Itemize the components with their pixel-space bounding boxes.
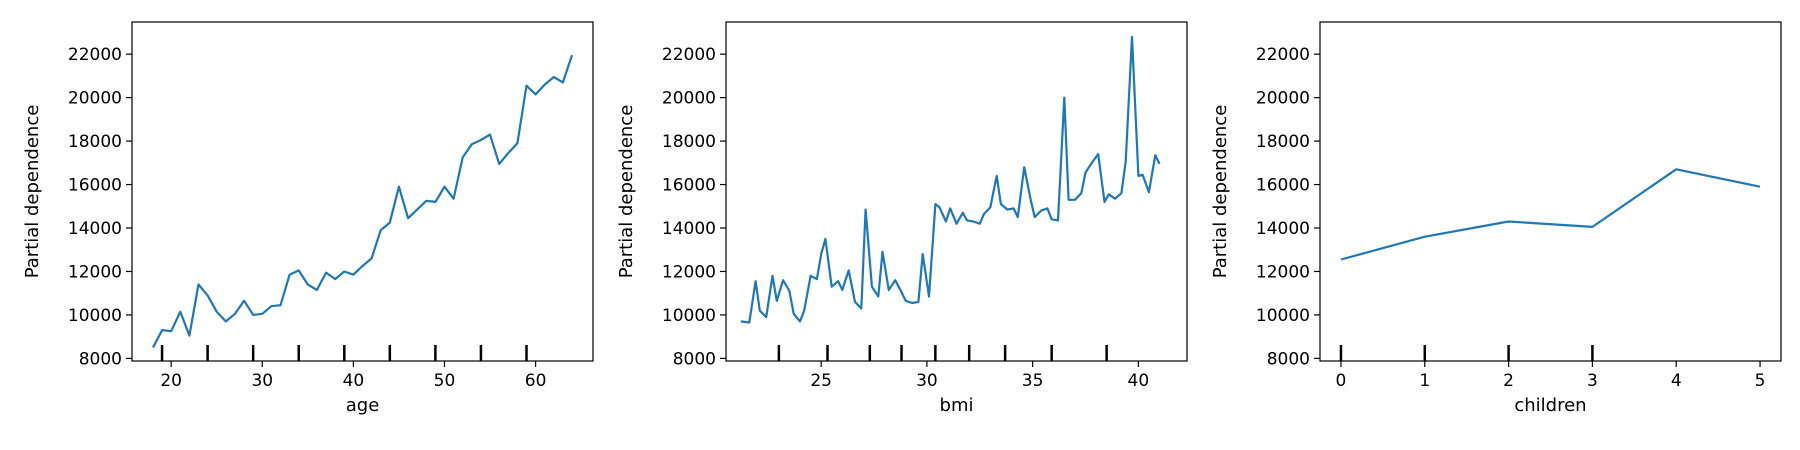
x-tick-label: 5 xyxy=(1755,371,1766,391)
y-tick-label: 8000 xyxy=(1267,349,1310,369)
y-tick-label: 16000 xyxy=(662,176,716,196)
y-tick-label: 20000 xyxy=(662,89,716,109)
y-tick-label: 14000 xyxy=(662,219,716,239)
y-tick-label: 22000 xyxy=(68,45,122,65)
y-tick-label: 14000 xyxy=(68,219,122,239)
chart-panel-children: 8000 10000 12000 14000 16000 18000 20000 22000 0… xyxy=(1210,21,1782,416)
y-tick-label: 8000 xyxy=(79,349,122,369)
y-tick-label: 18000 xyxy=(68,132,122,152)
y-axis-label: Partial dependence xyxy=(22,105,43,279)
y-tick-label: 22000 xyxy=(1256,45,1310,65)
x-tick-label: 20 xyxy=(160,371,182,391)
x-tick-label: 1 xyxy=(1419,371,1430,391)
y-tick-label: 8000 xyxy=(673,349,716,369)
pdp-line-bmi xyxy=(740,35,1161,324)
x-axis-label: age xyxy=(346,395,380,416)
x-tick-label: 2 xyxy=(1503,371,1514,391)
y-tick-label: 22000 xyxy=(662,45,716,65)
y-tick-label: 16000 xyxy=(68,176,122,196)
pdp-line-age xyxy=(152,54,574,349)
x-axis-label: bmi xyxy=(940,395,974,416)
y-axis-label: Partial dependence xyxy=(616,105,637,279)
y-tick-label: 16000 xyxy=(1256,176,1310,196)
y-tick-label: 12000 xyxy=(68,262,122,282)
x-tick-label: 35 xyxy=(1022,371,1044,391)
y-tick-label: 14000 xyxy=(1256,219,1310,239)
y-tick-label: 18000 xyxy=(1256,132,1310,152)
plot-frame xyxy=(1319,21,1782,362)
x-tick-label: 30 xyxy=(916,371,938,391)
x-tick-label: 30 xyxy=(251,371,273,391)
x-tick-label: 3 xyxy=(1587,371,1598,391)
x-tick-label: 40 xyxy=(1128,371,1150,391)
plot-frame xyxy=(131,21,594,362)
chart-panel-age: 8000 10000 12000 14000 16000 18000 20000 22000 2… xyxy=(22,21,594,416)
plot-frame xyxy=(725,21,1188,362)
x-tick-label: 0 xyxy=(1336,371,1347,391)
chart-panel-bmi: 8000 10000 12000 14000 16000 18000 20000 22000 2… xyxy=(616,21,1188,416)
x-tick-label: 50 xyxy=(434,371,456,391)
x-tick-label: 4 xyxy=(1671,371,1682,391)
y-tick-label: 12000 xyxy=(1256,262,1310,282)
x-axis-label: children xyxy=(1514,395,1586,416)
y-tick-label: 10000 xyxy=(1256,306,1310,326)
y-tick-label: 10000 xyxy=(68,306,122,326)
y-tick-label: 20000 xyxy=(1256,89,1310,109)
x-tick-label: 40 xyxy=(343,371,365,391)
y-axis-label: Partial dependence xyxy=(1210,105,1231,279)
y-tick-label: 10000 xyxy=(662,306,716,326)
x-tick-label: 25 xyxy=(810,371,832,391)
pdp-line-children xyxy=(1340,168,1761,261)
x-tick-label: 60 xyxy=(525,371,547,391)
y-tick-label: 20000 xyxy=(68,89,122,109)
y-tick-label: 12000 xyxy=(662,262,716,282)
y-tick-label: 18000 xyxy=(662,132,716,152)
